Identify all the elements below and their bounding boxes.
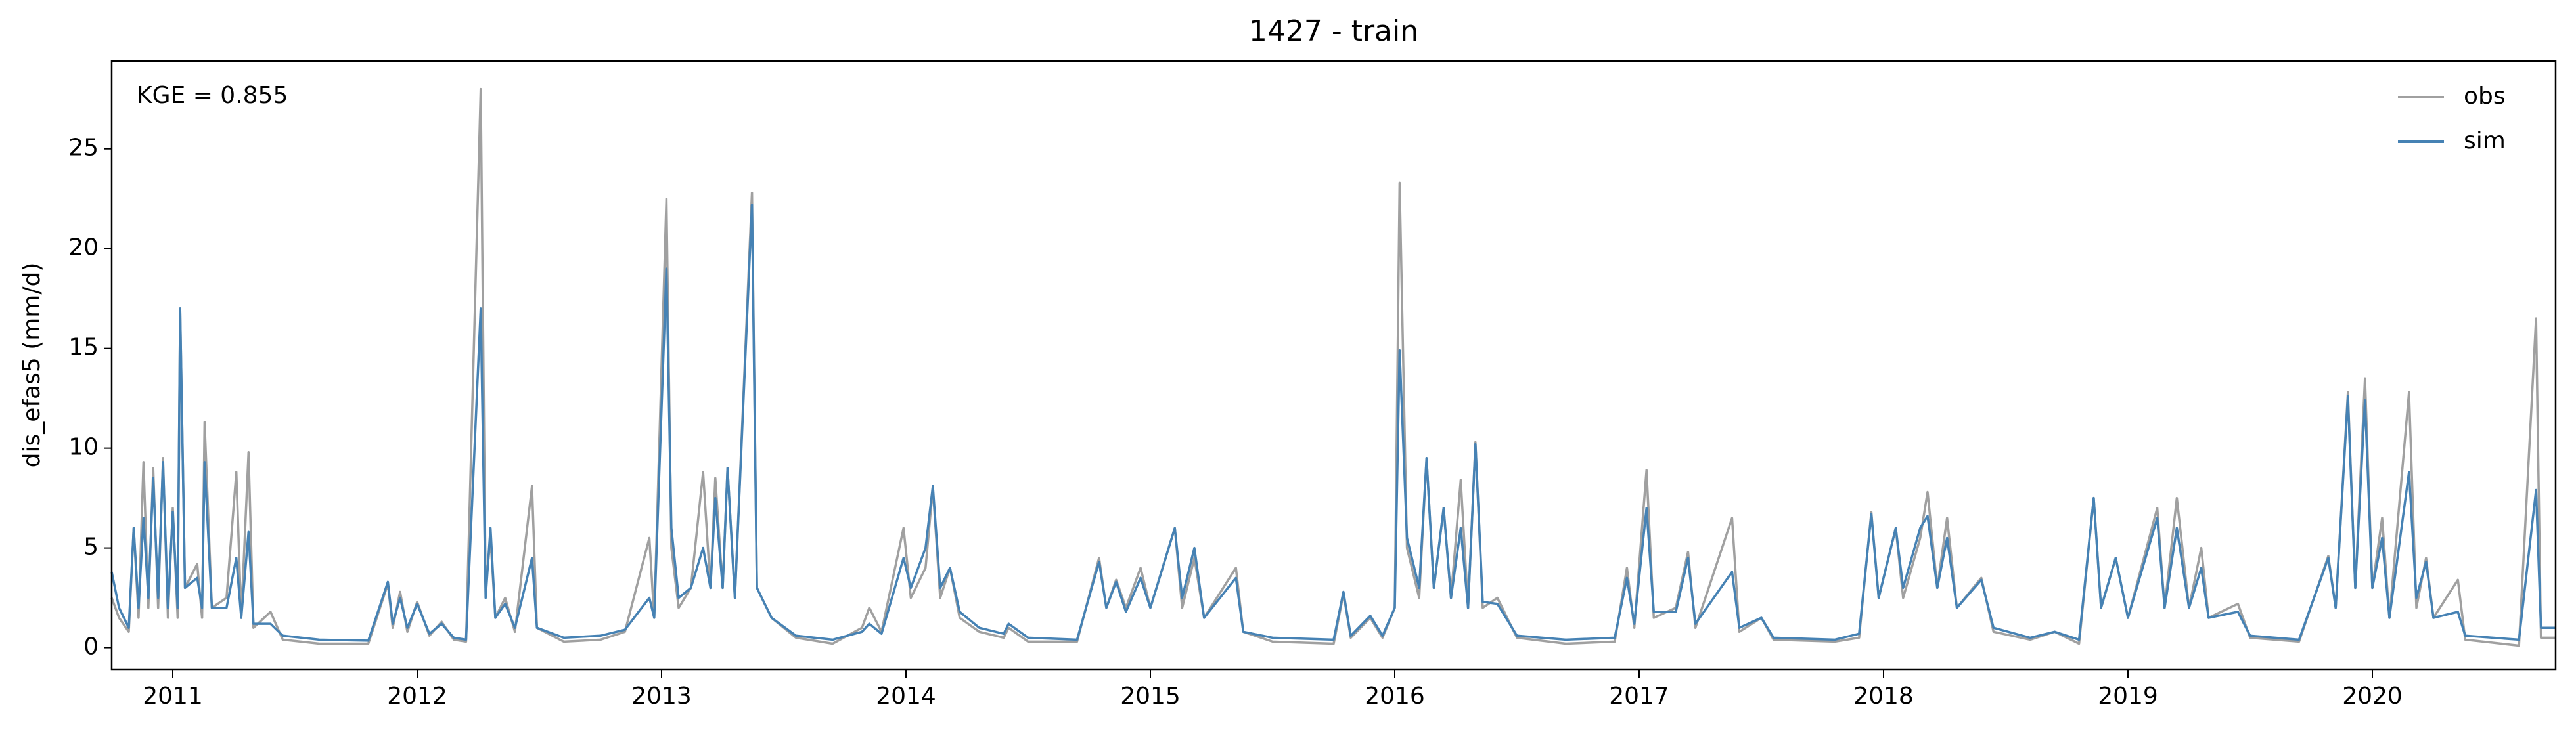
- y-axis-label: dis_efas5 (mm/d): [18, 263, 45, 468]
- plot-frame: [110, 60, 2557, 671]
- x-tick-label: 2014: [876, 683, 936, 710]
- x-tick-label: 2015: [1120, 683, 1181, 710]
- x-tick-label: 2018: [1853, 683, 1914, 710]
- x-tick-label: 2013: [631, 683, 692, 710]
- x-tick-label: 2017: [1609, 683, 1669, 710]
- annotation: KGE = 0.855: [137, 82, 288, 109]
- y-tick-label: 5: [83, 534, 99, 561]
- y-tick-label: 25: [68, 135, 99, 162]
- y-tick-label: 15: [68, 334, 99, 361]
- series-line: [110, 204, 2556, 642]
- y-tick-label: 20: [68, 234, 99, 261]
- chart-title: 1427 - train: [1249, 14, 1418, 48]
- legend-label: sim: [2464, 127, 2506, 154]
- x-tick-label: 2020: [2342, 683, 2403, 710]
- x-tick-label: 2016: [1365, 683, 1425, 710]
- x-tick-label: 2011: [143, 683, 203, 710]
- legend-label: obs: [2464, 83, 2506, 110]
- x-tick-label: 2019: [2098, 683, 2158, 710]
- y-tick-label: 0: [83, 634, 99, 660]
- x-tick-label: 2012: [387, 683, 447, 710]
- y-tick-label: 10: [68, 434, 99, 461]
